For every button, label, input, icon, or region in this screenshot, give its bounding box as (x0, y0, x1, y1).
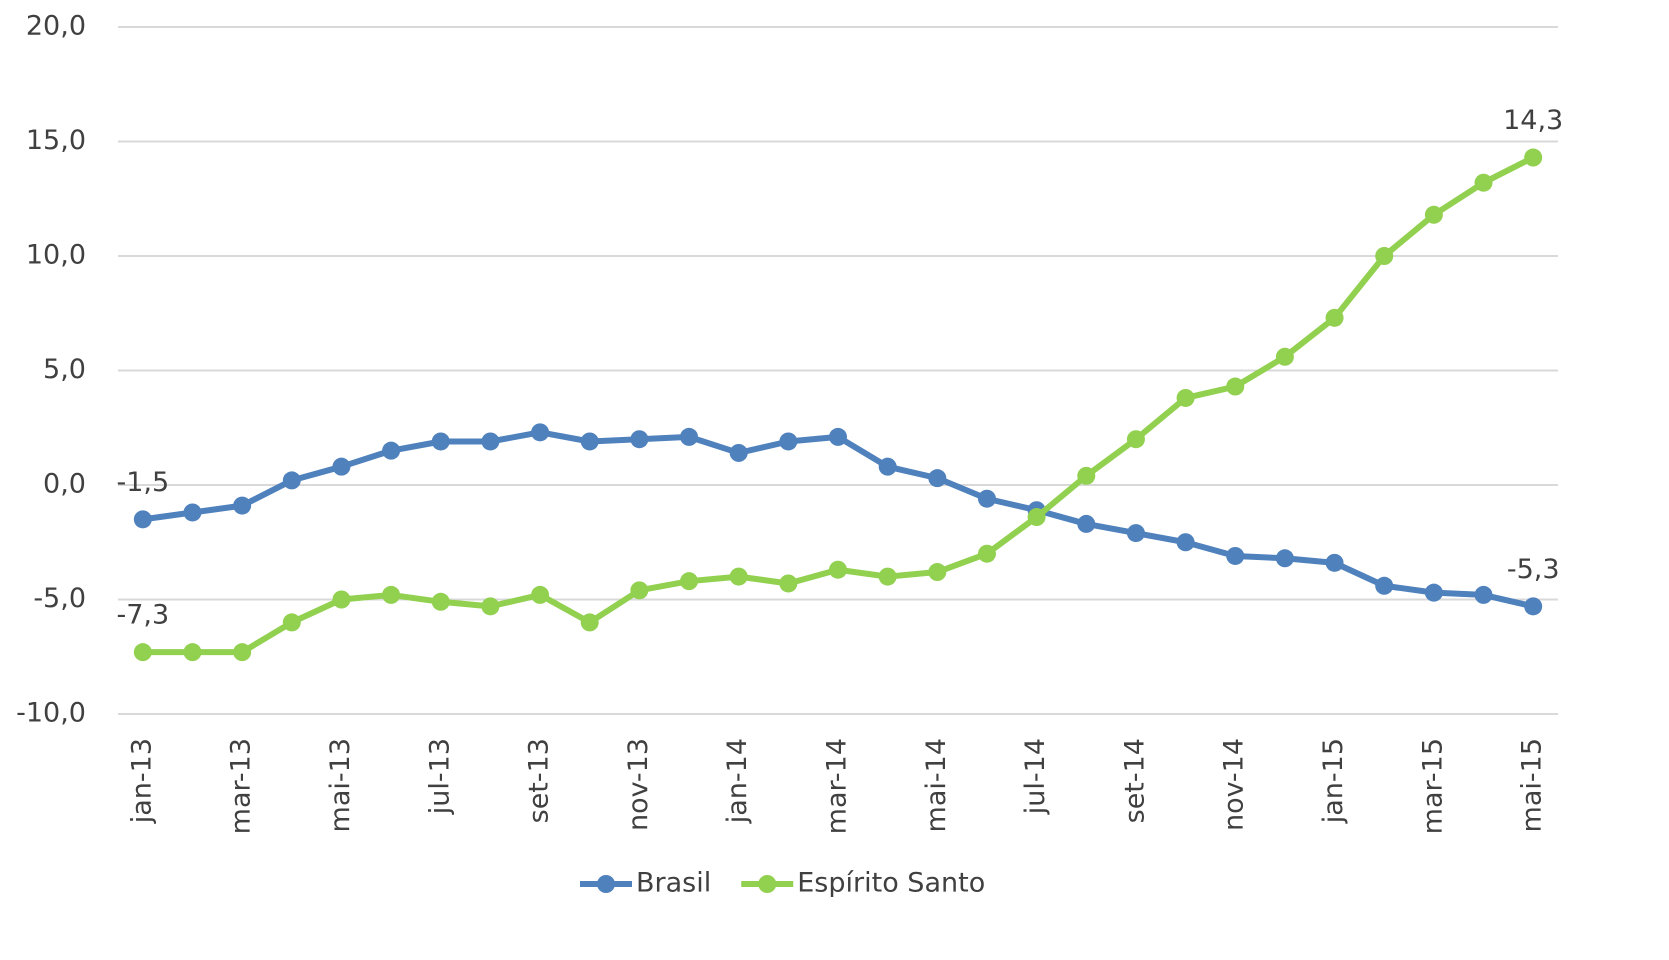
legend-label: Espírito Santo (797, 868, 985, 899)
point (977, 544, 996, 563)
point (1275, 549, 1294, 568)
data-label: -1,5 (116, 467, 169, 498)
point (531, 585, 550, 604)
x-tick-label: jul-14 (1020, 738, 1051, 815)
point (481, 597, 500, 616)
x-tick-label: mar-13 (226, 738, 257, 834)
point (680, 427, 699, 446)
point (1375, 576, 1394, 595)
point (481, 432, 500, 451)
point (1176, 533, 1195, 552)
point (1226, 546, 1245, 565)
point (729, 443, 748, 462)
legend-marker (597, 875, 615, 893)
x-tick-label: mai-13 (325, 738, 356, 832)
point (183, 503, 202, 522)
x-tick-label: mar-15 (1417, 738, 1448, 834)
point (332, 590, 351, 609)
point (1524, 148, 1543, 167)
point (431, 592, 450, 611)
point (878, 457, 897, 476)
data-label: -7,3 (116, 600, 169, 631)
y-tick-label: -10,0 (16, 698, 86, 729)
point (1424, 205, 1443, 224)
point (630, 581, 649, 600)
point (1375, 247, 1394, 265)
y-tick-label: 5,0 (43, 354, 86, 385)
point (1524, 597, 1543, 616)
point (1126, 524, 1145, 543)
point (928, 563, 947, 582)
point (878, 567, 897, 586)
x-tick-label: mai-14 (921, 738, 952, 832)
point (431, 432, 450, 451)
point (729, 567, 748, 586)
point (1077, 514, 1096, 533)
point (282, 471, 301, 490)
x-tick-label: jan-15 (1318, 738, 1349, 824)
point (531, 423, 550, 442)
point (829, 560, 847, 579)
point (183, 643, 202, 662)
point (133, 643, 152, 662)
point (1325, 553, 1344, 572)
legend-marker (758, 875, 777, 893)
point (1474, 173, 1493, 192)
x-tick-label: mai-15 (1517, 738, 1548, 832)
point (1126, 430, 1145, 449)
point (133, 510, 152, 529)
data-label: 14,3 (1503, 105, 1563, 136)
x-tick-label: nov-14 (1219, 738, 1250, 831)
x-tick-label: jan-14 (722, 738, 753, 824)
point (1325, 308, 1344, 327)
point (1275, 347, 1294, 366)
point (928, 469, 947, 488)
point (332, 457, 351, 476)
x-tick-label: set-13 (524, 738, 555, 823)
point (1226, 377, 1245, 396)
series-line (142, 429, 1534, 610)
y-tick-label: 10,0 (26, 240, 86, 271)
point (829, 427, 847, 446)
x-tick-label: mar-14 (822, 738, 853, 834)
point (1027, 508, 1046, 527)
point (282, 613, 301, 632)
point (977, 489, 996, 508)
point (630, 430, 649, 449)
data-label: -5,3 (1507, 554, 1560, 585)
y-tick-label: 15,0 (26, 125, 86, 156)
point (233, 496, 252, 515)
point (382, 585, 401, 604)
point (382, 441, 401, 460)
point (580, 613, 599, 632)
point (1176, 388, 1195, 407)
y-tick-label: -5,0 (33, 583, 86, 614)
y-tick-label: 20,0 (26, 11, 86, 42)
x-tick-label: nov-13 (623, 738, 654, 831)
x-tick-label: jan-13 (126, 738, 157, 824)
point (580, 432, 599, 451)
x-tick-label: jul-13 (424, 738, 455, 815)
point (1424, 583, 1443, 602)
point (779, 574, 798, 593)
point (1474, 585, 1493, 604)
point (779, 432, 798, 451)
x-tick-label: set-14 (1119, 738, 1150, 823)
y-tick-label: 0,0 (43, 469, 86, 500)
point (680, 572, 699, 591)
point (233, 643, 252, 662)
point (1077, 466, 1096, 485)
legend-label: Brasil (636, 868, 711, 899)
